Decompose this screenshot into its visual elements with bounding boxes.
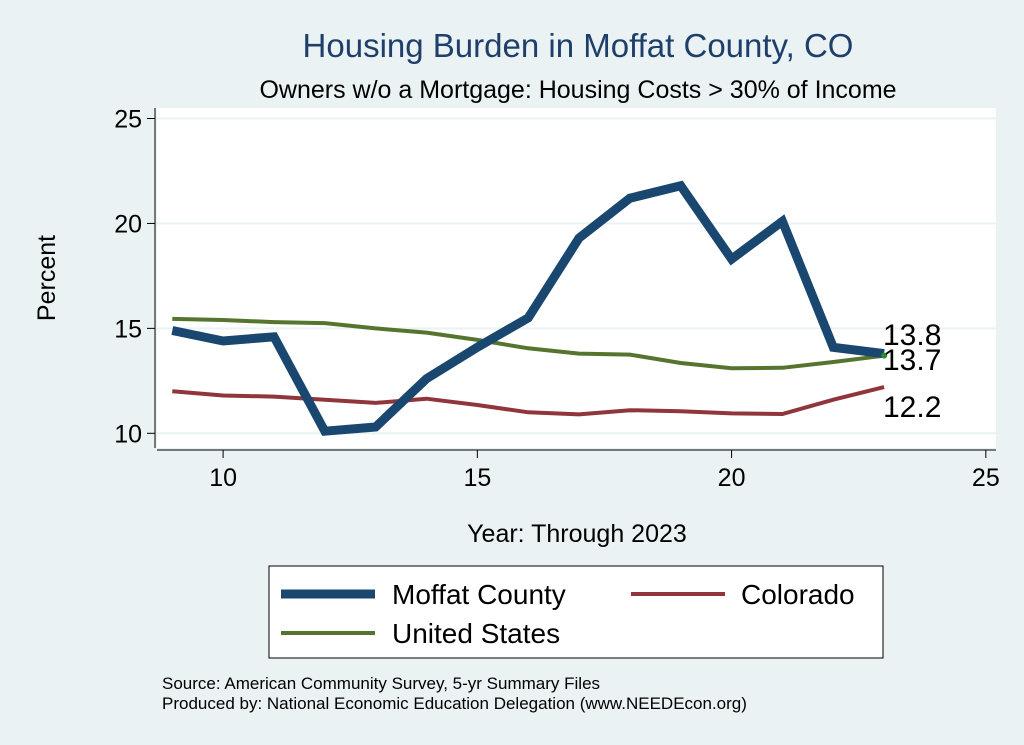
y-tick-label-10: 10: [114, 420, 142, 448]
x-tick-label-10: 10: [209, 464, 237, 492]
legend-box: [268, 565, 884, 659]
x-ticks: 10 15 20 25: [209, 450, 1000, 492]
end-label-moffat-county: 13.8: [883, 319, 941, 352]
legend: Moffat County Colorado United States: [268, 565, 884, 659]
gridlines: [157, 117, 996, 435]
source-line-1: Source: American Community Survey, 5-yr …: [162, 674, 600, 693]
chart-subtitle: Owners w/o a Mortgage: Housing Costs > 3…: [259, 76, 896, 104]
y-tick-label-15: 15: [114, 315, 142, 343]
series-line-united-states: [172, 316, 885, 371]
series-line-moffat-county: [171, 180, 885, 436]
source-line-2: Produced by: National Economic Education…: [162, 694, 747, 713]
legend-label-colorado: Colorado: [741, 579, 855, 610]
end-label-colorado: 12.2: [883, 391, 941, 424]
x-tick-label-25: 25: [972, 464, 1000, 492]
legend-label-united-states: United States: [392, 618, 560, 649]
x-tick-label-15: 15: [463, 464, 491, 492]
x-tick-label-20: 20: [718, 464, 746, 492]
series-group: [171, 180, 888, 436]
plot-area: [157, 108, 996, 448]
x-axis-label: Year: Through 2023: [467, 520, 687, 548]
y-tick-label-20: 20: [114, 210, 142, 238]
end-label-united-states: 13.7: [883, 344, 941, 377]
y-axis-label: Percent: [33, 235, 61, 321]
end-labels: 13.8 12.2 13.7: [883, 319, 941, 424]
legend-label-moffat-county: Moffat County: [392, 579, 566, 610]
series-line-colorado: [172, 385, 885, 417]
end-point-marker: [881, 352, 888, 359]
y-tick-label-25: 25: [114, 105, 142, 133]
y-ticks: 10 15 20 25: [114, 105, 155, 448]
chart-title: Housing Burden in Moffat County, CO: [303, 27, 854, 64]
